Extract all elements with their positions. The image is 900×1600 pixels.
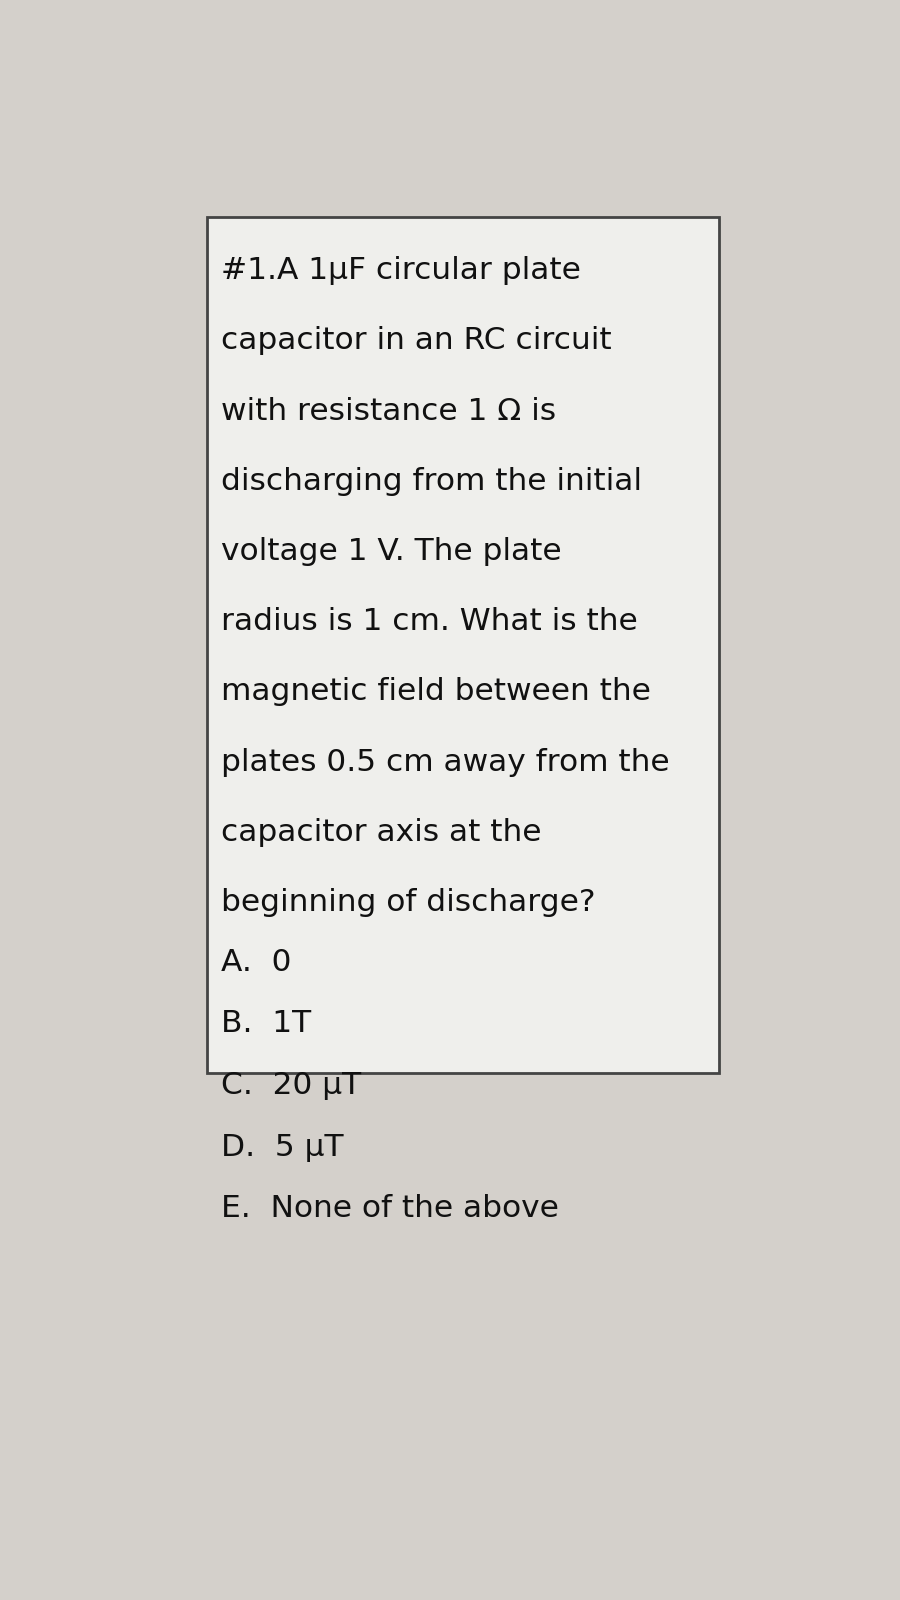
Text: discharging from the initial: discharging from the initial [220,467,642,496]
Text: plates 0.5 cm away from the: plates 0.5 cm away from the [220,747,670,776]
Text: D.  5 μT: D. 5 μT [220,1133,343,1162]
Text: radius is 1 cm. What is the: radius is 1 cm. What is the [220,606,637,637]
Bar [207,216,719,1074]
Text: voltage 1 V. The plate: voltage 1 V. The plate [220,538,562,566]
Text: beginning of discharge?: beginning of discharge? [220,888,595,917]
Text: capacitor axis at the: capacitor axis at the [220,818,541,846]
Text: #1.A 1μF circular plate: #1.A 1μF circular plate [220,256,580,285]
Text: with resistance 1 Ω is: with resistance 1 Ω is [220,397,555,426]
Text: C.  20 μT: C. 20 μT [220,1070,361,1099]
Text: E.  None of the above: E. None of the above [220,1194,559,1222]
Text: A.  0: A. 0 [220,947,291,976]
Text: capacitor in an RC circuit: capacitor in an RC circuit [220,326,611,355]
Text: magnetic field between the: magnetic field between the [220,677,651,707]
Text: B.  1T: B. 1T [220,1010,310,1038]
